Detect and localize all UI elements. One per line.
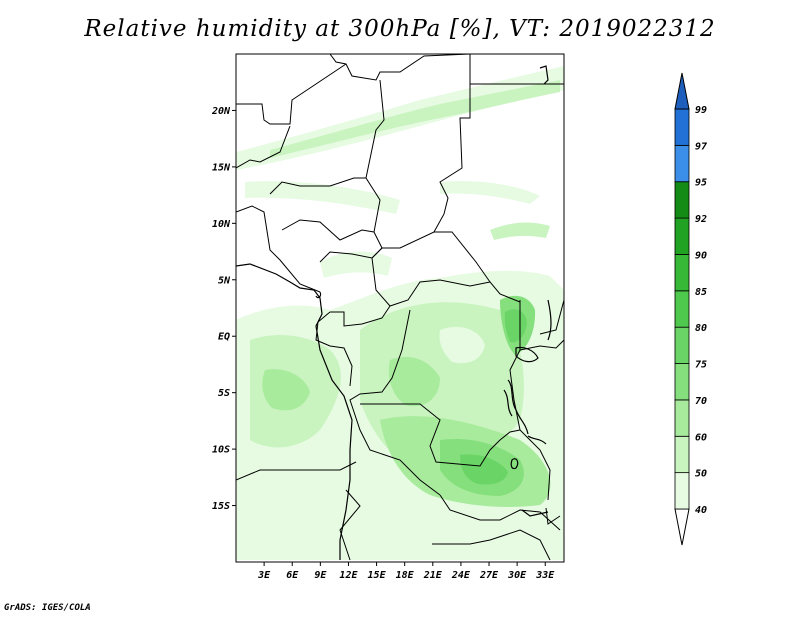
lat-tick-label: 20N [211,106,231,117]
colorbar-label: 90 [695,250,707,261]
lon-tick-label: 15E [368,570,387,581]
country-borders [236,54,564,561]
lon-tick-label: 21E [423,570,443,581]
colorbar-segment [674,217,690,255]
lat-tick-label: 15S [212,501,230,512]
colorbar-over-triangle [674,72,690,110]
colorbar-segment [674,254,690,292]
colorbar-segment [674,363,690,401]
colorbar-label: 95 [695,178,707,189]
colorbar-segment [674,435,690,474]
colorbar-label: 99 [695,105,707,116]
grads-credit: GrADS: IGES/COLA [4,603,91,613]
lon-tick-label: 18E [396,570,415,581]
colorbar-segment [674,290,690,328]
lat-tick-label: 10S [212,445,230,456]
colorbar-under-triangle [674,508,690,546]
lon-axis: 3E 6E 9E 12E 15E 18E 21E 24E 27E 30E 33E [257,562,555,581]
colorbar-segment [674,399,690,437]
lon-tick-label: 6E [286,570,299,581]
colorbar-label: 50 [695,469,707,480]
colorbar-segment [674,472,690,510]
colorbar-label: 85 [695,287,707,298]
lon-tick-label: 12E [339,570,358,581]
map-frame [235,53,565,563]
lon-tick-label: 33E [535,570,555,581]
colorbar-label: 97 [695,141,707,152]
colorbar-label: 75 [695,360,707,371]
colorbar-label: 70 [695,396,707,407]
lon-tick-label: 27E [479,570,499,581]
lon-tick-label: 24E [451,570,471,581]
colorbar-segment [674,326,690,364]
humidity-shading [236,66,564,560]
map-title: Relative humidity at 300hPa [%], VT: 201… [84,16,716,42]
lat-tick-label: 5S [218,388,230,399]
lat-axis: 20N 15N 10N 5N EQ 5S 10S 15S [211,106,236,512]
lat-tick-label: 15N [212,162,231,173]
colorbar-segment [674,144,690,183]
colorbar-label: 60 [695,432,707,443]
lat-tick-label: EQ [218,332,230,343]
colorbar-label: 80 [695,323,707,334]
lat-tick-label: 5N [218,275,231,286]
colorbar-segment [674,181,690,219]
colorbar-label: 92 [695,214,707,225]
lon-tick-label: 30E [507,570,527,581]
lon-tick-label: 3E [257,570,271,581]
coastlines [236,65,552,560]
lat-tick-label: 10N [212,219,231,230]
colorbar-label: 40 [695,505,707,516]
colorbar-segment [674,108,690,146]
lon-tick-label: 9E [314,570,327,581]
colorbar: 40 50 60 70 75 80 85 90 92 95 97 99 [674,72,707,546]
